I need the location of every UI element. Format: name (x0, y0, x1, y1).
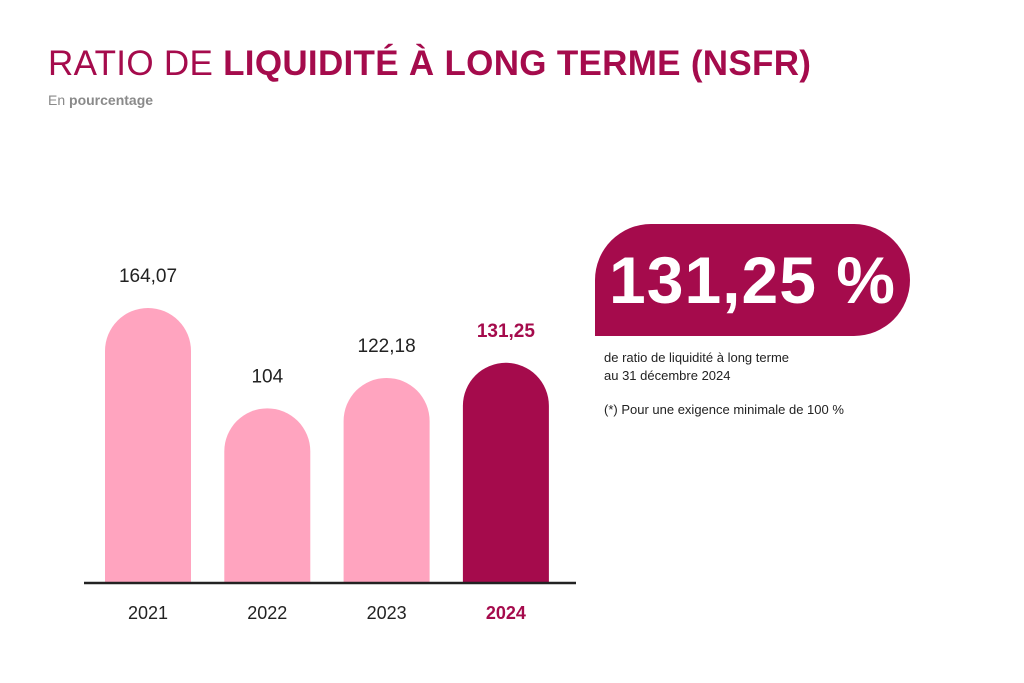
bar-2024 (462, 362, 549, 582)
bar-2021 (105, 308, 191, 582)
chart-subtitle: En pourcentage (48, 92, 153, 108)
kpi-caption-line1: de ratio de liquidité à long terme (604, 350, 790, 365)
value-label-2023: 122,18 (358, 336, 416, 357)
kpi-badge: 131,25 % (595, 224, 910, 336)
value-label-2022: 104 (251, 366, 283, 387)
kpi-caption: de ratio de liquidité à long terme au 31… (604, 349, 904, 385)
bar-2022 (224, 408, 311, 582)
chart-title-bold: LIQUIDITÉ À LONG TERME (NSFR) (223, 44, 812, 83)
category-label-2024: 2024 (486, 603, 526, 623)
kpi-caption-line2: au 31 décembre 2024 (604, 368, 731, 383)
kpi-value: 131,25 % (609, 243, 896, 317)
category-label-2023: 2023 (367, 603, 407, 623)
value-label-2021: 164,07 (119, 266, 177, 287)
bar-2023 (343, 377, 430, 582)
chart-subtitle-bold: pourcentage (69, 92, 154, 108)
kpi-note: (*) Pour une exigence minimale de 100 % (604, 402, 844, 417)
chart-subtitle-light: En (48, 92, 70, 108)
chart-title-light: RATIO DE (48, 44, 224, 83)
category-label-2021: 2021 (128, 603, 168, 623)
value-label-2024: 131,25 (477, 321, 536, 342)
category-label-2022: 2022 (247, 603, 287, 623)
chart-title: RATIO DE LIQUIDITÉ À LONG TERME (NSFR) (48, 44, 811, 84)
